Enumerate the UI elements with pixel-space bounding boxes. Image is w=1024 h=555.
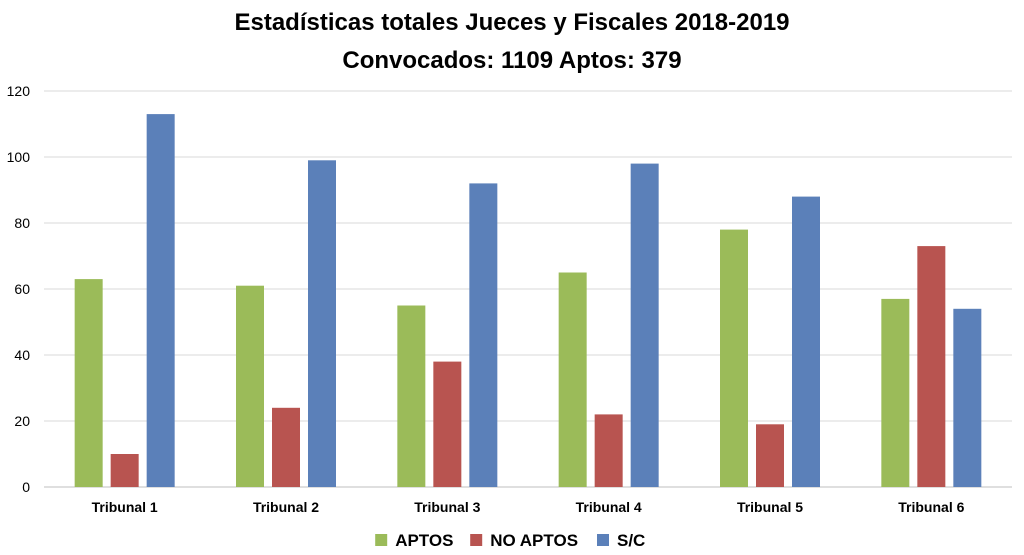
bar-no-aptos-3 bbox=[433, 361, 462, 487]
x-tick-label: Tribunal 1 bbox=[92, 499, 158, 515]
bar-s-c-6 bbox=[953, 308, 982, 487]
y-tick-label: 0 bbox=[22, 479, 30, 495]
y-tick-label: 20 bbox=[14, 413, 30, 429]
chart-title: Estadísticas totales Jueces y Fiscales 2… bbox=[234, 9, 789, 36]
y-tick-label: 100 bbox=[7, 149, 31, 165]
legend-swatch bbox=[470, 534, 483, 546]
bar-no-aptos-2 bbox=[272, 407, 300, 487]
x-axis-ticks: Tribunal 1 Tribunal 2 Tribunal 3 Tribunal 4… bbox=[92, 499, 965, 515]
bar-no-aptos-1 bbox=[110, 454, 139, 487]
chart-subtitle: Convocados: 1109 Aptos: 379 bbox=[342, 47, 681, 74]
bar-aptos-3 bbox=[397, 305, 426, 487]
bar-s-c-1 bbox=[146, 114, 175, 487]
bars bbox=[74, 114, 982, 488]
legend-label: S/C bbox=[617, 531, 645, 550]
x-tick-label: Tribunal 3 bbox=[414, 499, 480, 515]
legend-label: APTOS bbox=[395, 531, 453, 550]
legend-label: NO APTOS bbox=[490, 531, 578, 550]
y-axis-ticks: 0 20 40 60 80 100 120 bbox=[7, 83, 31, 495]
bar-no-aptos-5 bbox=[756, 424, 784, 487]
x-tick-label: Tribunal 4 bbox=[576, 499, 642, 515]
bar-s-c-4 bbox=[630, 163, 659, 487]
bar-aptos-2 bbox=[236, 285, 264, 487]
legend-swatch bbox=[597, 534, 609, 546]
y-tick-label: 120 bbox=[7, 83, 31, 99]
x-tick-label: Tribunal 2 bbox=[253, 499, 319, 515]
gridlines bbox=[44, 90, 1012, 488]
bar-no-aptos-6 bbox=[917, 246, 946, 487]
y-tick-label: 60 bbox=[14, 281, 30, 297]
bar-aptos-1 bbox=[74, 279, 103, 487]
bar-s-c-5 bbox=[792, 196, 820, 487]
legend: APTOS NO APTOS S/C bbox=[375, 531, 645, 550]
bar-aptos-6 bbox=[881, 298, 910, 487]
bar-s-c-2 bbox=[308, 160, 336, 488]
y-tick-label: 80 bbox=[14, 215, 30, 231]
bar-no-aptos-4 bbox=[594, 414, 623, 487]
x-tick-label: Tribunal 6 bbox=[898, 499, 964, 515]
bar-s-c-3 bbox=[469, 183, 498, 487]
legend-swatch bbox=[375, 534, 388, 546]
bar-aptos-5 bbox=[720, 229, 748, 487]
x-tick-label: Tribunal 5 bbox=[737, 499, 803, 515]
bar-aptos-4 bbox=[558, 272, 587, 487]
y-tick-label: 40 bbox=[14, 347, 30, 363]
